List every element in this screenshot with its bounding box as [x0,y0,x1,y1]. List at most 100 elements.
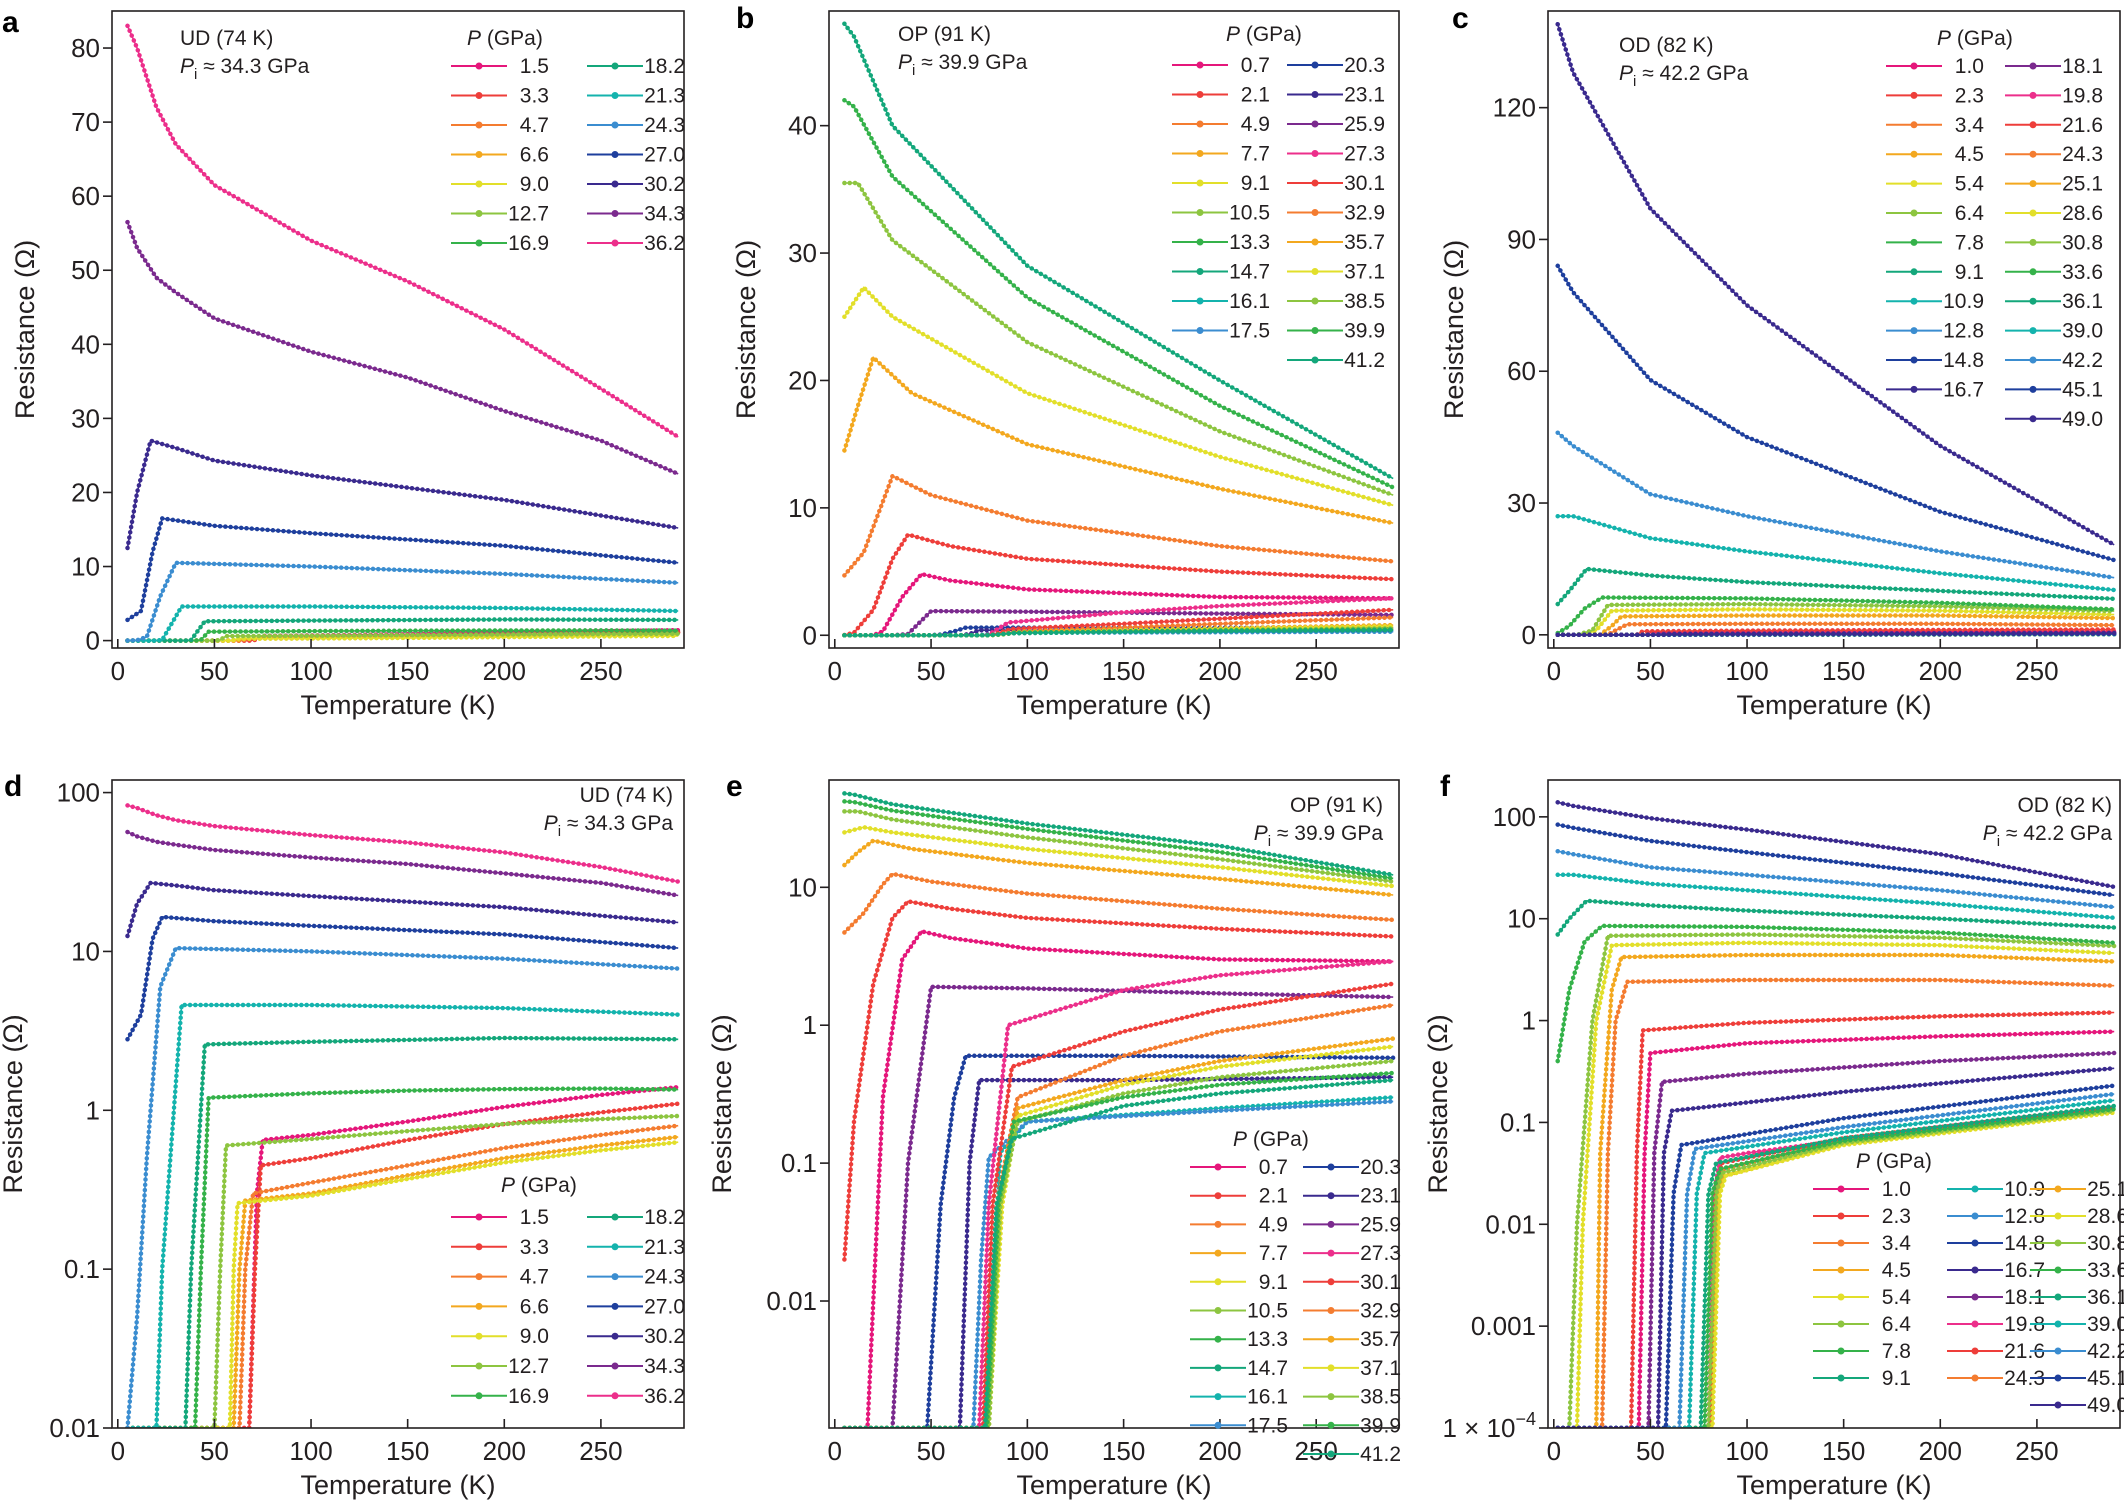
legend-label: 12.7 [508,203,549,226]
series-trace-27.3 [844,960,1394,1428]
legend-item-49.0: 49.0 [2005,408,2103,431]
x-tick-label: 0 [828,656,842,686]
legend-marker [1196,120,1204,128]
x-tick-label: 200 [483,1436,526,1466]
sample-label: OD (82 K) [1619,34,1714,57]
series-trace-37.1 [844,1045,1394,1428]
legend-marker [2054,1239,2062,1247]
series-line-12.7 [125,1113,681,1428]
legend-item-35.7: 35.7 [1303,1328,1401,1351]
x-tick-label: 50 [917,656,946,686]
legend-marker [611,210,619,217]
y-axis-title: Resistance (Ω) [731,240,761,419]
legend-label: 12.8 [1943,320,1984,343]
legend-label: 35.7 [1360,1328,1401,1351]
legend-label: 25.1 [2062,173,2103,196]
legend-item-30.2: 30.2 [587,173,685,196]
series-group [125,23,681,643]
y-axis-title: Resistance (Ω) [10,240,40,419]
legend-marker [1837,1374,1845,1382]
legend-label: 2.3 [1882,1205,1911,1228]
legend-marker [1910,268,1918,276]
y-tick-label: 30 [1507,488,1536,518]
legend-marker [611,1392,619,1400]
series-trace-24.3 [127,561,679,642]
legend-marker [611,1332,619,1340]
legend-marker [1910,297,1918,305]
legend-label: 25.9 [1344,113,1385,136]
legend-label: 6.6 [520,1295,549,1318]
legend-label: 30.1 [1344,172,1385,195]
y-tick-label: 10 [71,936,100,966]
x-axis-title: Temperature (K) [1016,690,1211,720]
legend-title: P (GPa) [467,27,543,50]
pi-label: Pi ≈ 42.2 GPa [1619,62,1749,90]
series-trace-45.1 [1557,1084,2115,1428]
legend-marker [2029,180,2037,188]
y-axis-title: Resistance (Ω) [0,1014,28,1193]
series-trace-10.5 [844,810,1394,883]
legend: P (GPa) 1.0 2.3 3.4 4.5 5.4 6.4 7.8 9.1 10.9 12.8 1… [1886,27,2103,431]
series-trace-12.7 [127,633,679,642]
legend-item-1.0: 1.0 [1813,1178,1911,1201]
legend-item-32.9: 32.9 [1303,1300,1401,1323]
series-trace-14.8 [1557,265,2115,561]
legend-item-37.1: 37.1 [1287,261,1385,284]
x-tick-label: 200 [1919,656,1962,686]
x-tick-label: 100 [289,656,332,686]
legend-marker [1311,356,1319,364]
legend-item-16.1: 16.1 [1172,290,1270,313]
legend-item-25.9: 25.9 [1287,113,1385,136]
series-trace-12.8 [1557,432,2115,579]
legend-item-3.4: 3.4 [1813,1232,1911,1255]
legend-label: 18.1 [2062,55,2103,78]
legend-item-36.2: 36.2 [587,1385,685,1408]
x-tick-label: 100 [1006,1436,1049,1466]
legend-label: 9.1 [1259,1271,1288,1294]
panel-letter: c [1452,2,1469,35]
legend-label: 2.1 [1259,1185,1288,1208]
legend-label: 30.8 [2087,1232,2124,1255]
y-axis-title: Resistance (Ω) [1423,1014,1453,1193]
legend-item-18.1: 18.1 [2005,55,2103,78]
legend-item-9.0: 9.0 [451,1325,549,1348]
legend-label: 39.0 [2087,1313,2124,1336]
y-tick-label: 1 [1522,1006,1536,1036]
legend-marker [2029,297,2037,305]
legend-marker [1327,1220,1335,1228]
legend-marker [2054,1293,2062,1301]
legend-label: 39.9 [1344,320,1385,343]
series-trace-0.7 [844,930,1394,1428]
legend-item-39.9: 39.9 [1287,320,1385,343]
y-tick-label: 60 [1507,356,1536,386]
legend-label: 36.2 [644,1385,685,1408]
legend-marker [2029,91,2037,99]
series-trace-10.9 [1557,874,2115,919]
series-trace-9.0 [127,1141,679,1428]
legend-marker [1837,1266,1845,1274]
x-tick-label: 200 [1919,1436,1962,1466]
legend-marker [1214,1335,1222,1343]
legend-label: 18.2 [644,55,685,78]
legend-label: 28.6 [2087,1205,2124,1228]
legend-marker [1327,1307,1335,1314]
legend-marker [2029,268,2037,276]
legend-item-3.3: 3.3 [451,85,549,108]
series-trace-13.3 [844,800,1394,880]
legend-item-49.0: 49.0 [2030,1394,2124,1417]
x-tick-label: 50 [917,1436,946,1466]
legend-label: 1.5 [520,55,549,78]
legend: P (GPa) 1.0 2.3 3.4 4.5 5.4 6.4 7.8 9.1 10.9 12.8 1… [1813,1150,2124,1417]
legend-item-6.6: 6.6 [451,1295,549,1318]
legend-item-19.8: 19.8 [1947,1313,2045,1336]
series-line-36.2 [125,23,681,440]
legend-label: 42.2 [2087,1340,2124,1363]
series-trace-7.8 [1556,925,2115,1062]
legend-label: 13.3 [1247,1328,1288,1351]
series-trace-30.8 [1557,1110,2115,1428]
legend-label: 28.6 [2062,202,2103,225]
pi-label: Pi ≈ 39.9 GPa [898,51,1028,79]
legend-marker [1910,180,1918,188]
legend-label: 32.9 [1360,1300,1401,1323]
legend-item-24.3: 24.3 [587,1266,685,1289]
